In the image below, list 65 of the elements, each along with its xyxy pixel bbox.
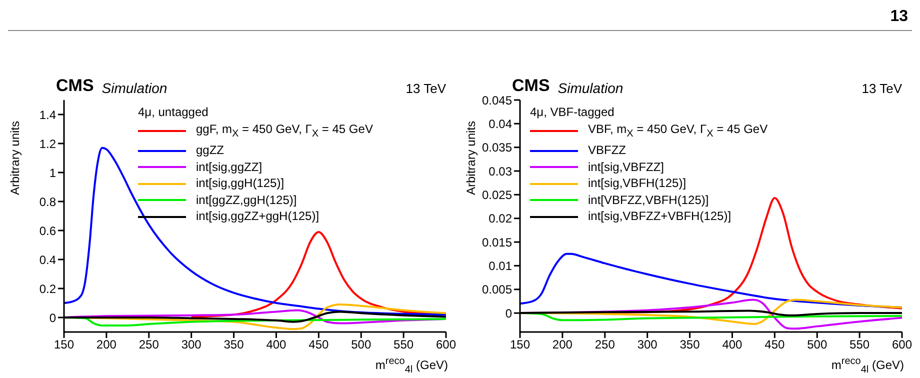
legend-label: int[sig,VBFZZ+VBFH(125)] [588,208,732,225]
y-tick-label: 0.04 [488,116,512,131]
legend-label: int[sig,ggZZ] [196,158,262,176]
x-tick-label: 550 [850,338,870,352]
x-axis-title: m$^{reco}$$_{4l}$ (GeV) [375,356,448,376]
y-tick-label: 0.02 [488,212,512,226]
y-axis-title: Arbitrary units [464,120,478,196]
x-tick-label: 500 [807,338,828,352]
x-tick-label: 500 [351,338,372,352]
legend-label: ggZZ [196,142,224,159]
legend-label: int[sig,VBFZZ] [588,158,664,176]
y-tick-label: 0.015 [482,235,512,250]
legend-label: int[VBFZZ,VBFH(125)] [588,192,709,208]
x-tick-label: 600 [892,338,912,352]
x-tick-label: 150 [54,338,74,352]
chart-subtitle: Simulation [102,80,168,96]
y-tick-label: 1.4 [39,108,56,122]
text: 13 TeV [862,81,902,96]
text: 13 TeV [406,81,446,96]
y-tick-label: 0.045 [482,93,512,108]
x-tick-label: 350 [224,338,244,352]
legend-label: int[sig,ggH(125)] [196,175,284,192]
y-tick-label: 0.2 [39,282,56,296]
x-tick-label: 400 [722,338,743,352]
y-axis-title: Arbitrary units [8,120,22,196]
x-tick-label: 250 [138,338,160,352]
x-tick-label: 300 [181,338,202,352]
chart-title: CMS [512,76,550,96]
y-tick-label: 0.8 [39,194,56,209]
y-tick-label: 0.01 [488,258,512,273]
chart-subtitle: Simulation [558,80,624,96]
line-series [64,146,446,316]
x-tick-label: 450 [308,338,329,352]
y-tick-label: 0.6 [39,224,56,238]
x-tick-label: 550 [394,338,414,352]
legend-label: VBF, m$_{X}$ = 450 GeV, Γ$_{X}$ = 45 GeV [588,120,768,141]
legend-label: int[sig,ggZZ+ggH(125)] [196,208,320,225]
x-tick-label: 300 [637,338,658,352]
text: 13 [890,8,908,25]
y-tick-label: 0.035 [482,140,512,155]
x-tick-label: 200 [552,338,573,352]
legend-title: 4μ, untagged [138,105,208,119]
x-tick-label: 400 [266,338,287,352]
y-tick-label: 0.005 [482,282,512,297]
y-tick-label: 0.4 [39,252,56,267]
chart-title: CMS [56,76,94,96]
x-tick-label: 250 [594,338,616,352]
x-axis-title: m$^{reco}$$_{4l}$ (GeV) [831,356,904,376]
legend-label: int[ggZZ,ggH(125)] [196,192,297,208]
y-tick-label: 0 [505,306,512,320]
y-tick-label: 0.025 [482,188,512,202]
line-series [520,252,902,308]
x-tick-label: 150 [510,338,530,352]
y-tick-label: 0.03 [488,164,512,178]
legend-label: VBFZZ [588,142,626,159]
x-tick-label: 350 [680,338,700,352]
y-tick-label: 1 [49,166,56,180]
y-tick-label: 0 [49,310,56,325]
y-tick-label: 1.2 [39,136,56,151]
legend-label: ggF, m$_{X}$ = 450 GeV, Γ$_{X}$ = 45 GeV [196,120,373,141]
legend-label: int[sig,VBFH(125)] [588,175,686,192]
legend-title: 4μ, VBF-tagged [530,105,614,119]
x-tick-label: 600 [436,338,456,352]
x-tick-label: 200 [96,338,117,352]
x-tick-label: 450 [764,338,785,352]
